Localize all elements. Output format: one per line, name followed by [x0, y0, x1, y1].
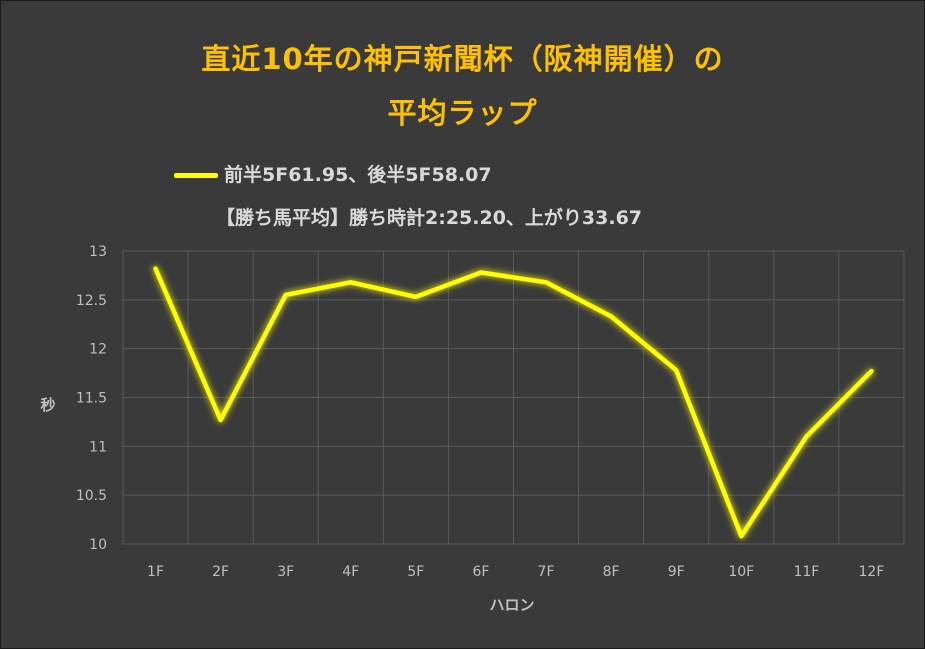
x-tick-label: 12F [859, 564, 885, 580]
y-axis-ticks: 13 12.5 12 11.5 11 10.5 10 [76, 244, 107, 553]
series-line [153, 266, 874, 539]
y-tick-label: 11.5 [76, 391, 107, 407]
data-point [284, 293, 288, 297]
x-tick-label: 7F [538, 564, 555, 580]
series-layer [153, 266, 874, 539]
legend-text-1: 前半5F61.95、後半5F58.07 [224, 164, 492, 186]
data-point [544, 280, 548, 284]
y-tick-label: 10 [89, 537, 107, 553]
x-tick-label: 2F [212, 564, 229, 580]
data-point [674, 368, 678, 372]
x-tick-label: 5F [407, 564, 424, 580]
x-tick-label: 3F [277, 564, 294, 580]
data-point [479, 270, 483, 274]
y-tick-label: 10.5 [76, 488, 107, 504]
data-point [609, 314, 613, 318]
y-tick-label: 11 [89, 439, 107, 455]
data-point [219, 418, 223, 422]
data-point [349, 280, 353, 284]
legend-text-2: 【勝ち馬平均】勝ち時計2:25.20、上がり33.67 [216, 207, 643, 229]
x-tick-label: 6F [472, 564, 489, 580]
x-tick-label: 11F [793, 564, 819, 580]
x-tick-label: 10F [728, 564, 754, 580]
data-point [154, 267, 158, 271]
x-tick-label: 8F [603, 564, 620, 580]
x-axis-title: ハロン [489, 596, 534, 614]
x-tick-label: 4F [342, 564, 359, 580]
x-tick-label: 9F [668, 564, 685, 580]
y-axis-title: 秒 [40, 396, 55, 414]
data-point [739, 534, 743, 538]
data-point [414, 295, 418, 299]
chart-title-line2: 平均ラップ [387, 96, 538, 130]
y-tick-label: 12.5 [76, 293, 107, 309]
y-tick-label: 12 [89, 342, 107, 358]
legend-entry: 前半5F61.95、後半5F58.07 [174, 160, 492, 187]
gridlines [122, 250, 905, 545]
data-point [869, 369, 873, 373]
chart-title-line1: 直近10年の神戸新聞杯（阪神開催）の [201, 42, 724, 76]
x-axis-ticks: 1F 2F 3F 4F 5F 6F 7F 8F 9F 10F 11F 12F [147, 564, 884, 580]
x-tick-label: 1F [147, 564, 164, 580]
y-tick-label: 13 [89, 244, 107, 260]
data-point [804, 435, 808, 439]
legend-swatch-line [174, 173, 218, 178]
